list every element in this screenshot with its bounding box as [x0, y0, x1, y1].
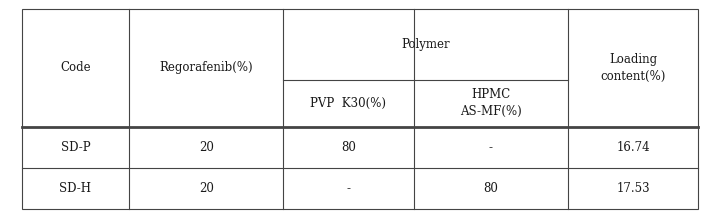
Text: Code: Code — [60, 61, 91, 74]
Text: Polymer: Polymer — [401, 38, 450, 51]
Text: 80: 80 — [483, 182, 498, 195]
Text: Regorafenib(%): Regorafenib(%) — [159, 61, 253, 74]
Text: Loading
content(%): Loading content(%) — [600, 53, 666, 83]
Text: 20: 20 — [199, 182, 214, 195]
Text: -: - — [346, 182, 351, 195]
Text: HPMC
AS-MF(%): HPMC AS-MF(%) — [460, 88, 521, 118]
Text: 16.74: 16.74 — [616, 141, 650, 154]
Text: SD-H: SD-H — [60, 182, 91, 195]
Text: 17.53: 17.53 — [616, 182, 650, 195]
Text: 20: 20 — [199, 141, 214, 154]
Text: SD-P: SD-P — [60, 141, 90, 154]
Text: -: - — [489, 141, 492, 154]
Text: PVP  K30(%): PVP K30(%) — [310, 97, 387, 110]
Text: 80: 80 — [341, 141, 356, 154]
